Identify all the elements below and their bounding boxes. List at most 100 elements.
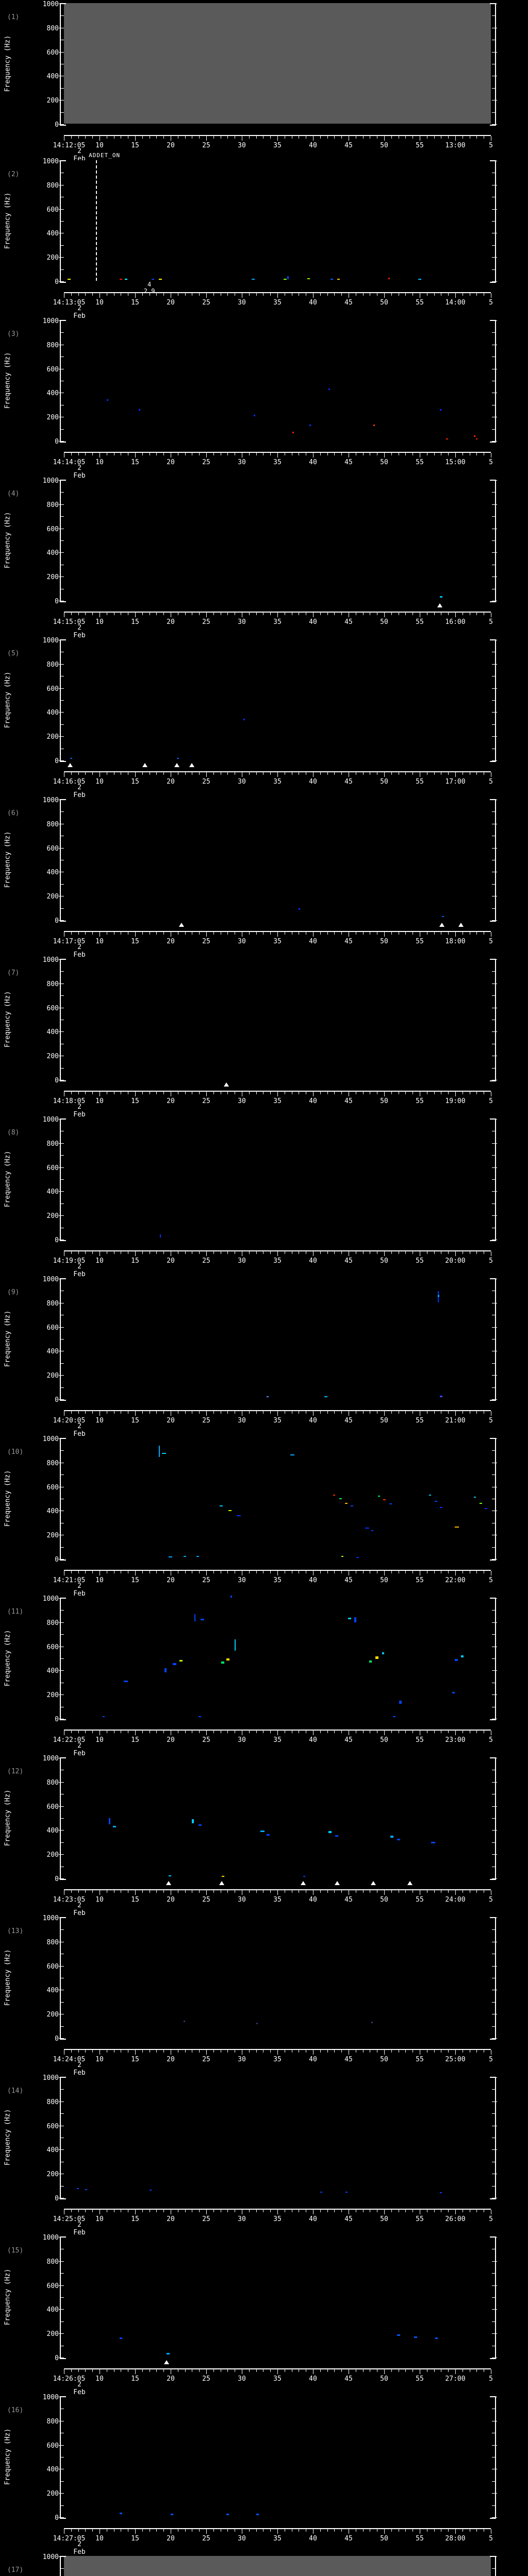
y-tick-major	[492, 1031, 497, 1032]
x-axis-9[interactable]: 14:20:05 10 15 20 25 30 35 40 45 50 55 21:00 5	[53, 1410, 493, 1425]
x-tick-minor	[256, 772, 257, 775]
detection-mark	[356, 1556, 359, 1558]
x-tick-label: 35	[273, 142, 282, 149]
x-tick-label: 30	[238, 1257, 246, 1265]
x-axis-6[interactable]: 14:17:05 10 15 20 25 30 35 40 45 50 55 18:00 5	[53, 931, 493, 945]
x-tick-minor	[249, 2210, 250, 2212]
date-line-1: Feb	[73, 1750, 86, 1757]
plot-background	[64, 1917, 491, 2038]
x-tick-minor	[213, 613, 214, 615]
x-axis-14[interactable]: 14:25:05 10 15 20 25 30 35 40 45 50 55 26:00 5	[53, 2209, 493, 2223]
x-tick-major	[384, 2050, 385, 2055]
x-tick-label: 50	[380, 1736, 388, 1744]
x-axis-3[interactable]: 14:14:05 10 15 20 25 30 35 40 45 50 55 15:00 5	[53, 452, 493, 466]
detection-mark	[177, 757, 179, 759]
x-tick-major	[455, 2050, 456, 2055]
y-tick-label: 0	[55, 2035, 59, 2043]
x-axis-1[interactable]: 14:12:05 10 15 20 25 30 35 40 45 50 55 13:00 5	[53, 135, 493, 149]
y-tick-major	[59, 959, 64, 960]
plot-area-13[interactable]	[64, 1917, 491, 2038]
x-axis-12[interactable]: 14:23:05 10 15 20 25 30 35 40 45 50 55 24:00 5	[53, 1889, 493, 1904]
x-tick-major	[277, 932, 278, 937]
detection-mark	[354, 1617, 357, 1622]
plot-area-14[interactable]	[64, 2077, 491, 2197]
plot-area-3[interactable]	[64, 320, 491, 440]
detection-mark	[414, 2336, 417, 2338]
x-tick-label: 45	[344, 618, 353, 626]
x-tick-minor	[249, 1251, 250, 1254]
x-tick-minor	[448, 2050, 449, 2053]
x-tick-major	[384, 772, 385, 777]
panel-number-label: (14)	[7, 2087, 24, 2095]
x-tick-minor	[320, 453, 321, 455]
x-axis-8[interactable]: 14:19:05 10 15 20 25 30 35 40 45 50 55 20:00 5	[53, 1250, 493, 1265]
x-axis-4[interactable]: 14:15:05 10 15 20 25 30 35 40 45 50 55 16:00 5	[53, 612, 493, 626]
x-tick-minor	[163, 1251, 164, 1254]
y-axis-left: 0 200 400 600 800 1000	[43, 158, 66, 285]
plot-area-12[interactable]	[64, 1757, 491, 1878]
plot-area-16[interactable]	[64, 2396, 491, 2517]
plot-area-15[interactable]	[64, 2236, 491, 2357]
date-line-0: 2	[77, 1422, 81, 1430]
x-tick-minor	[412, 1092, 414, 1094]
y-tick-label: 600	[46, 1164, 59, 1172]
y-tick-major	[59, 2149, 64, 2150]
x-tick-label: 35	[273, 778, 282, 786]
y-axis-title: Frequency (Hz)	[3, 160, 12, 281]
panel-number-label: (6)	[7, 809, 20, 817]
x-tick-minor	[448, 293, 449, 296]
plot-area-4[interactable]	[64, 480, 491, 600]
x-tick-label: 20	[167, 2535, 175, 2543]
y-tick-minor	[492, 724, 496, 725]
detection-mark	[371, 1530, 374, 1532]
x-tick-label: 35	[273, 1417, 282, 1425]
detection-mark	[164, 1668, 167, 1673]
x-tick-minor	[434, 1092, 435, 1094]
detection-mark	[292, 431, 294, 433]
x-axis-15[interactable]: 14:26:05 10 15 20 25 30 35 40 45 50 55 27:00 5	[53, 2368, 493, 2383]
x-tick-label: 20	[167, 2375, 175, 2383]
x-axis-7[interactable]: 14:18:05 10 15 20 25 30 35 40 45 50 55 19:00 5	[53, 1091, 493, 1105]
plot-background	[64, 2236, 491, 2357]
detection-mark	[222, 1875, 225, 1877]
x-tick-label: 14:16:05	[53, 778, 86, 786]
x-tick-minor	[327, 2369, 328, 2372]
plot-area-6[interactable]	[64, 799, 491, 920]
x-tick-label: 25	[202, 1417, 210, 1425]
x-tick-major	[135, 136, 136, 141]
y-tick-label: 1000	[42, 1755, 59, 1762]
x-axis-10[interactable]: 14:21:05 10 15 20 25 30 35 40 45 50 55 22:00 5	[53, 1570, 493, 1584]
x-tick-major	[455, 2529, 456, 2534]
plot-area-11[interactable]	[64, 1596, 491, 1718]
plot-area-1[interactable]	[64, 3, 491, 124]
x-axis-13[interactable]: 14:24:05 10 15 20 25 30 35 40 45 50 55 25:00 5	[53, 2049, 493, 2063]
plot-area-10[interactable]	[64, 1438, 491, 1558]
y-tick-label: 400	[46, 389, 59, 398]
x-tick-label: 35	[273, 459, 282, 466]
plot-area-9[interactable]	[64, 1278, 491, 1399]
annotation-line-1: 2.9	[143, 287, 155, 295]
x-tick-minor	[334, 2210, 335, 2212]
x-tick-label: 25	[202, 1577, 210, 1584]
x-tick-minor	[142, 1571, 143, 1573]
x-tick-label: 25	[202, 1257, 210, 1265]
x-tick-minor	[71, 2210, 72, 2212]
plot-area-5[interactable]	[64, 639, 491, 760]
plot-area-7[interactable]	[64, 959, 491, 1079]
x-axis-11[interactable]: 14:22:05 10 15 20 25 30 35 40 45 50 55 23:00 5	[53, 1730, 493, 1744]
plot-area-17[interactable]	[64, 2556, 491, 2576]
x-axis-16[interactable]: 14:27:05 10 15 20 25 30 35 40 45 50 55 28:00 5	[53, 2528, 493, 2543]
x-tick-major	[384, 453, 385, 457]
x-axis-2[interactable]: 14:13:05 10 15 20 25 30 35 40 45 50 55 14:00 5	[53, 292, 493, 307]
y-tick-minor	[492, 88, 496, 89]
x-tick-major	[455, 453, 456, 457]
x-tick-minor	[78, 453, 79, 455]
plot-area-8[interactable]	[64, 1118, 491, 1239]
plot-area-2[interactable]	[64, 160, 491, 281]
x-tick-label: 30	[238, 2215, 246, 2223]
x-axis-5[interactable]: 14:16:05 10 15 20 25 30 35 40 45 50 55 17:00 5	[53, 771, 493, 786]
y-tick-major	[492, 124, 497, 125]
x-tick-minor	[412, 932, 414, 935]
y-tick-label: 0	[55, 2354, 59, 2362]
x-tick-major	[135, 1571, 136, 1575]
